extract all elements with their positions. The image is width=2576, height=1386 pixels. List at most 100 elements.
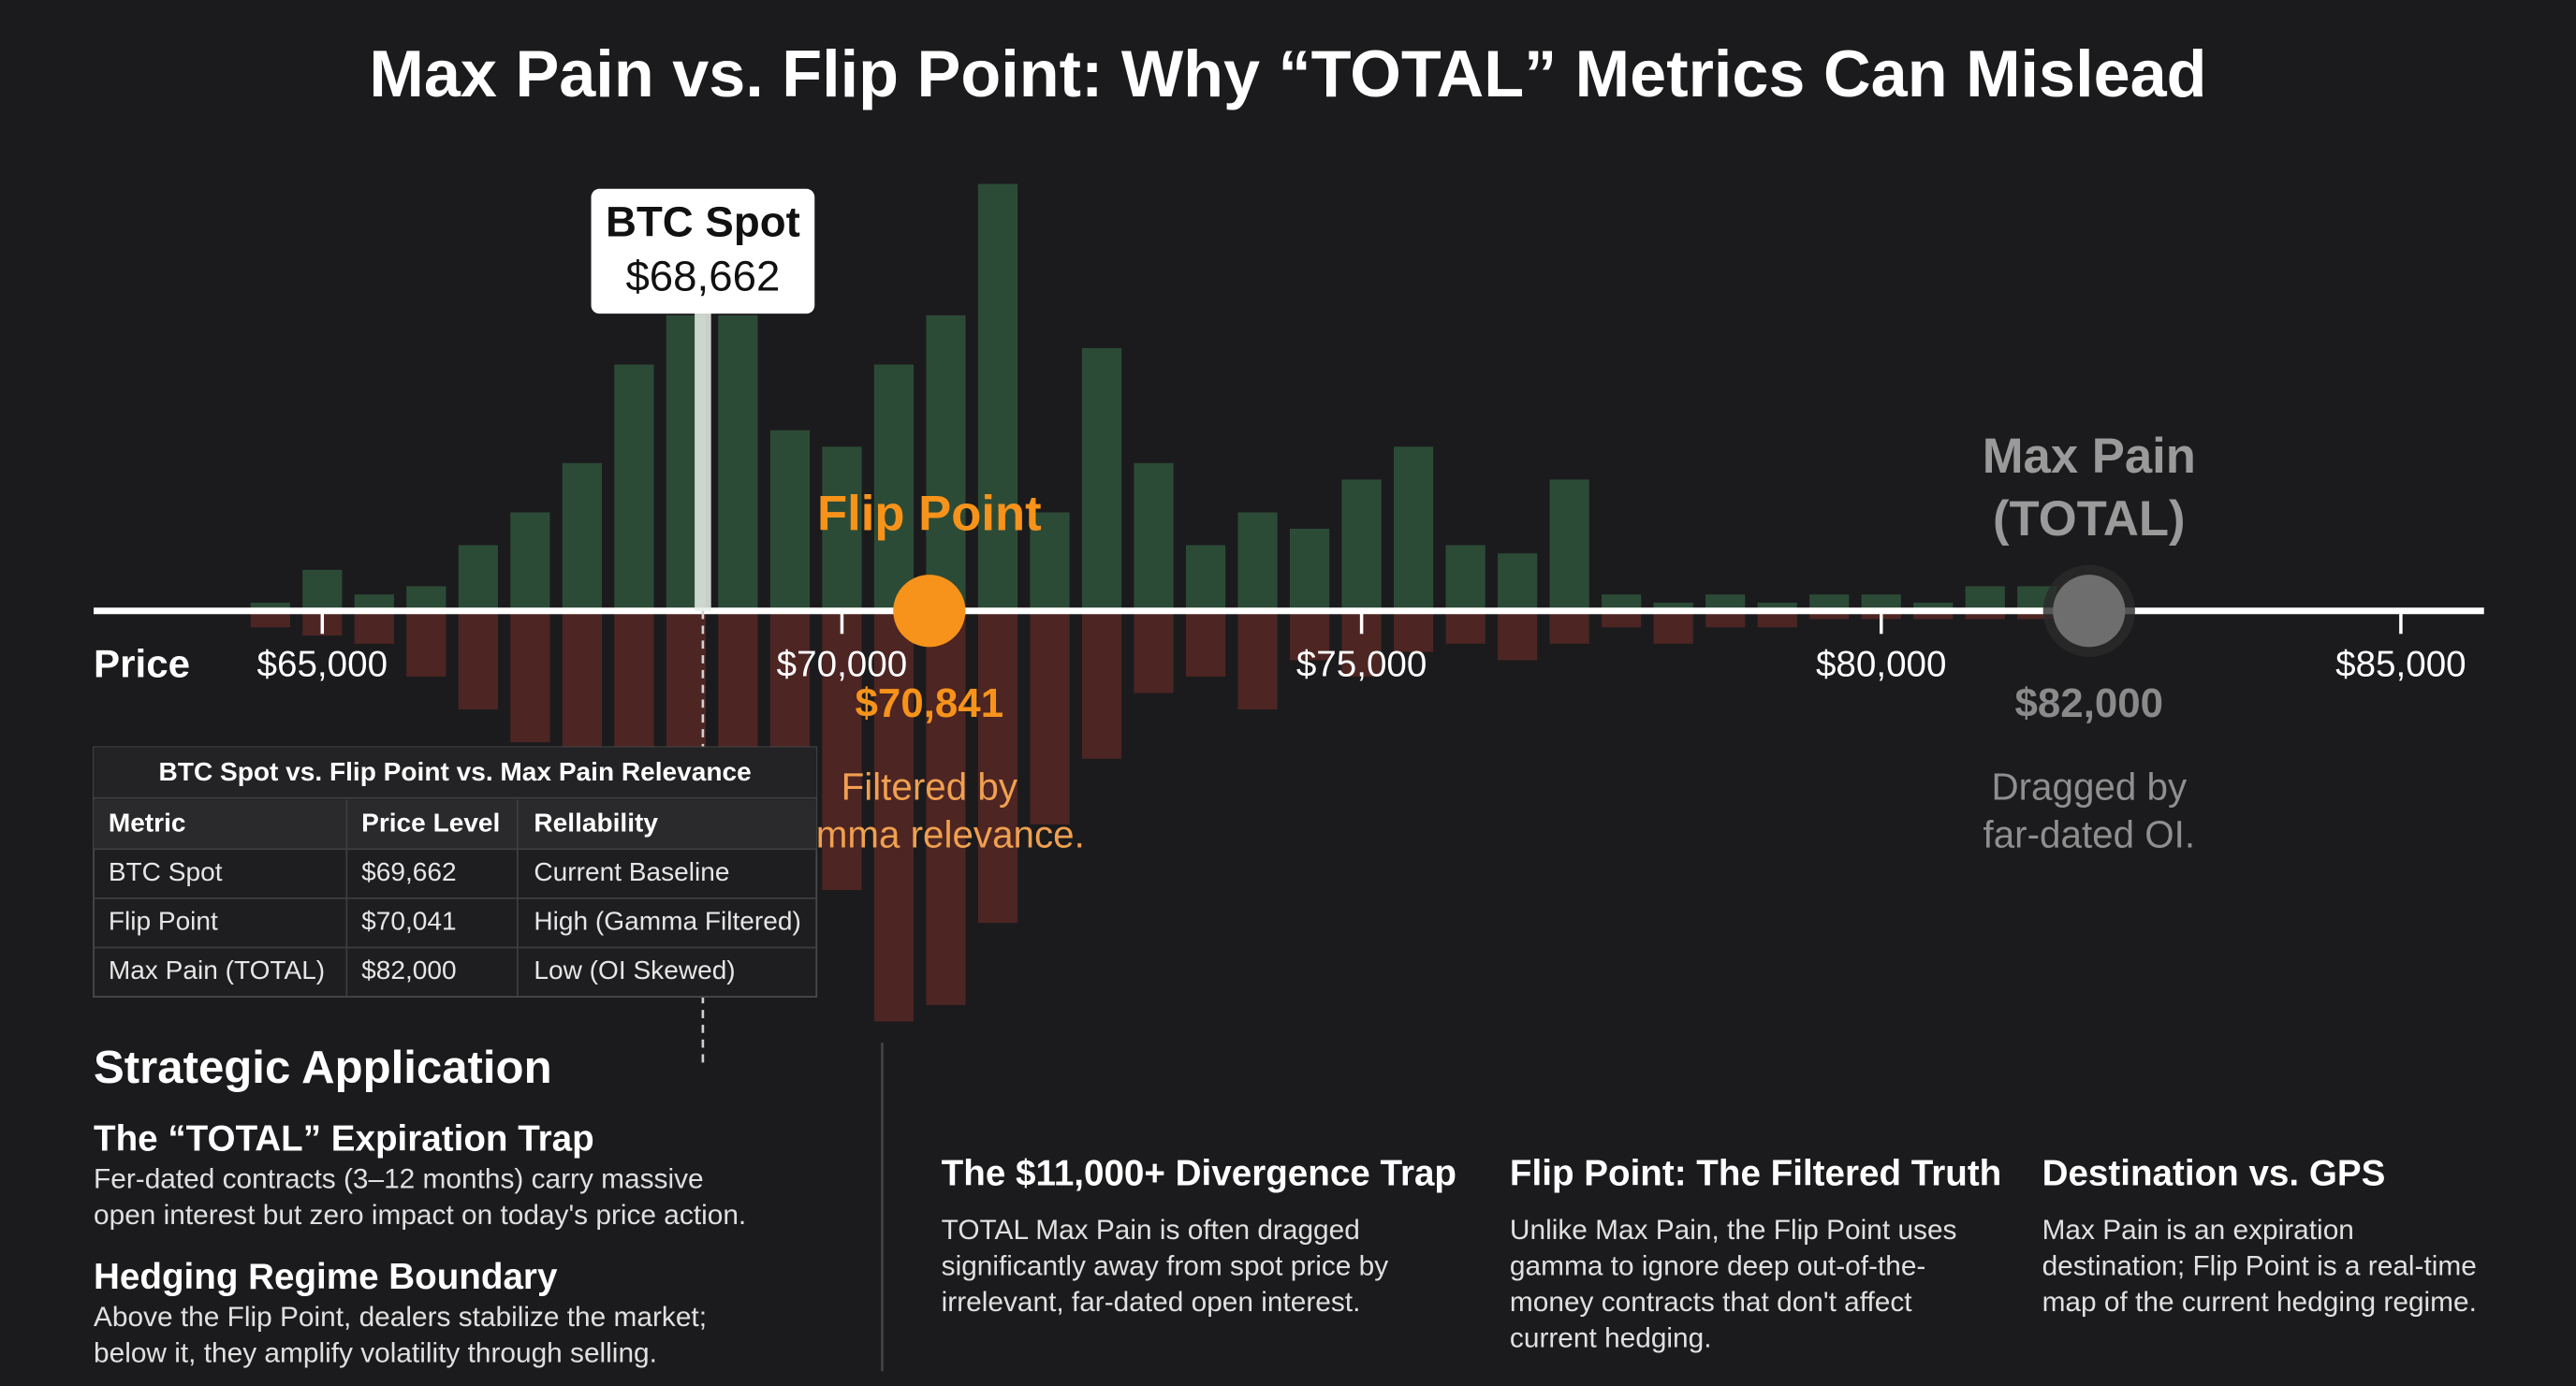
x-tick-label: $75,000: [1296, 645, 1427, 685]
bar: [510, 512, 550, 611]
strategy-title: The “TOTAL” Expiration Trap: [94, 1119, 594, 1160]
bar: [510, 610, 550, 743]
bar: [614, 364, 654, 611]
bar: [1134, 610, 1174, 693]
bar: [250, 610, 290, 628]
column-text: money contracts that don't affect: [1510, 1287, 1912, 1318]
table-header: Rellability: [534, 808, 658, 837]
bar: [1081, 610, 1122, 759]
bar: [1237, 610, 1278, 710]
bar: [562, 462, 602, 611]
bar: [769, 430, 811, 611]
strategy-text: Above the Flip Point, dealers stabilize …: [94, 1302, 707, 1333]
bar: [302, 569, 343, 611]
bar: [406, 610, 446, 677]
marker-name: (TOTAL): [1993, 491, 2186, 547]
bar: [1809, 610, 1850, 620]
x-tick-label: $80,000: [1816, 645, 1947, 685]
bar: [354, 594, 394, 611]
table-header: Metric: [109, 808, 186, 837]
column-text: TOTAL Max Pain is often dragged: [942, 1215, 1360, 1246]
x-tick-label: $70,000: [777, 645, 908, 685]
bar: [1861, 594, 1901, 611]
bar: [1341, 479, 1382, 611]
bar: [1289, 529, 1330, 611]
bar: [1134, 462, 1174, 611]
table-cell: $82,000: [361, 956, 456, 985]
marker-note: Dragged by: [1991, 766, 2187, 809]
table-header: Price Level: [361, 808, 500, 837]
bar: [1965, 586, 2005, 611]
bar: [718, 314, 758, 611]
table-cell: High (Gamma Filtered): [534, 907, 800, 936]
bar: [458, 545, 498, 611]
bar: [1653, 602, 1693, 611]
bar: [1081, 348, 1122, 611]
spot-label-box: [591, 188, 815, 314]
x-tick-label: $65,000: [257, 645, 388, 685]
bar: [1030, 610, 1070, 824]
bar: [926, 314, 966, 611]
column-title: The $11,000+ Divergence Trap: [942, 1154, 1456, 1194]
table-header-bg: [94, 799, 817, 850]
table-cell: Low (OI Skewed): [534, 956, 735, 985]
marker-price: $70,841: [856, 680, 1004, 726]
bar: [2017, 610, 2057, 620]
bar: [458, 610, 498, 710]
bar: [1913, 602, 1954, 611]
column-text: current hedging.: [1510, 1323, 1712, 1354]
column-text: Max Pain is an expiration: [2042, 1215, 2354, 1246]
column-text: gamma to ignore deep out-of-the-: [1510, 1251, 1925, 1282]
marker-note: gamma relevance.: [774, 813, 1085, 856]
spot-glow: [695, 312, 711, 611]
bar: [1030, 512, 1070, 611]
table-title: BTC Spot vs. Flip Point vs. Max Pain Rel…: [159, 757, 752, 786]
marker-note: far-dated OI.: [1983, 813, 2196, 856]
bar: [1445, 545, 1486, 611]
bar: [1549, 479, 1589, 611]
bar: [1185, 545, 1226, 611]
strategy-heading: Strategic Application: [94, 1043, 552, 1093]
strategy-text: open interest but zero impact on today's…: [94, 1200, 746, 1231]
column-text: significantly away from spot price by: [942, 1251, 1389, 1282]
bar: [926, 610, 966, 1005]
bar: [1602, 594, 1642, 611]
bar: [1809, 594, 1850, 611]
bar: [873, 364, 915, 611]
bar: [1394, 610, 1434, 652]
spot-price: $68,662: [625, 252, 780, 299]
table-title-bg: [94, 747, 817, 798]
bar: [1705, 594, 1746, 611]
marker-name: Max Pain: [1983, 429, 2196, 484]
column-text: map of the current hedging regime.: [2042, 1287, 2477, 1318]
bar: [1445, 610, 1486, 644]
column-text: destination; Flip Point is a real-time: [2042, 1251, 2477, 1282]
column-title: Flip Point: The Filtered Truth: [1510, 1154, 2001, 1194]
bar: [822, 446, 862, 611]
table-cell: Max Pain (TOTAL): [109, 956, 325, 985]
table-cell: Current Baseline: [534, 857, 729, 886]
table-cell: $70,041: [361, 907, 456, 936]
marker-note: Filtered by: [842, 766, 1018, 809]
bar: [977, 610, 1018, 924]
strategy-title: Hedging Regime Boundary: [94, 1257, 558, 1297]
bar: [1237, 512, 1278, 611]
table-cell: $69,662: [361, 857, 456, 886]
bar: [1289, 610, 1330, 661]
column-text: Unlike Max Pain, the Flip Point uses: [1510, 1215, 1957, 1246]
bar: [1185, 610, 1226, 677]
bar: [1965, 610, 2005, 620]
bar: [1653, 610, 1693, 644]
spot-name: BTC Spot: [606, 197, 800, 245]
marker-name: Flip Point: [817, 487, 1042, 542]
bar: [977, 183, 1018, 611]
x-axis-label: Price: [94, 642, 190, 686]
bar: [354, 610, 394, 644]
bar: [250, 602, 290, 611]
strategy-text: Fer-dated contracts (3–12 months) carry …: [94, 1164, 704, 1195]
bar: [822, 610, 862, 891]
column-title: Destination vs. GPS: [2042, 1154, 2386, 1194]
strategy-text: below it, they amplify volatility throug…: [94, 1338, 657, 1369]
x-tick-label: $85,000: [2335, 645, 2466, 685]
